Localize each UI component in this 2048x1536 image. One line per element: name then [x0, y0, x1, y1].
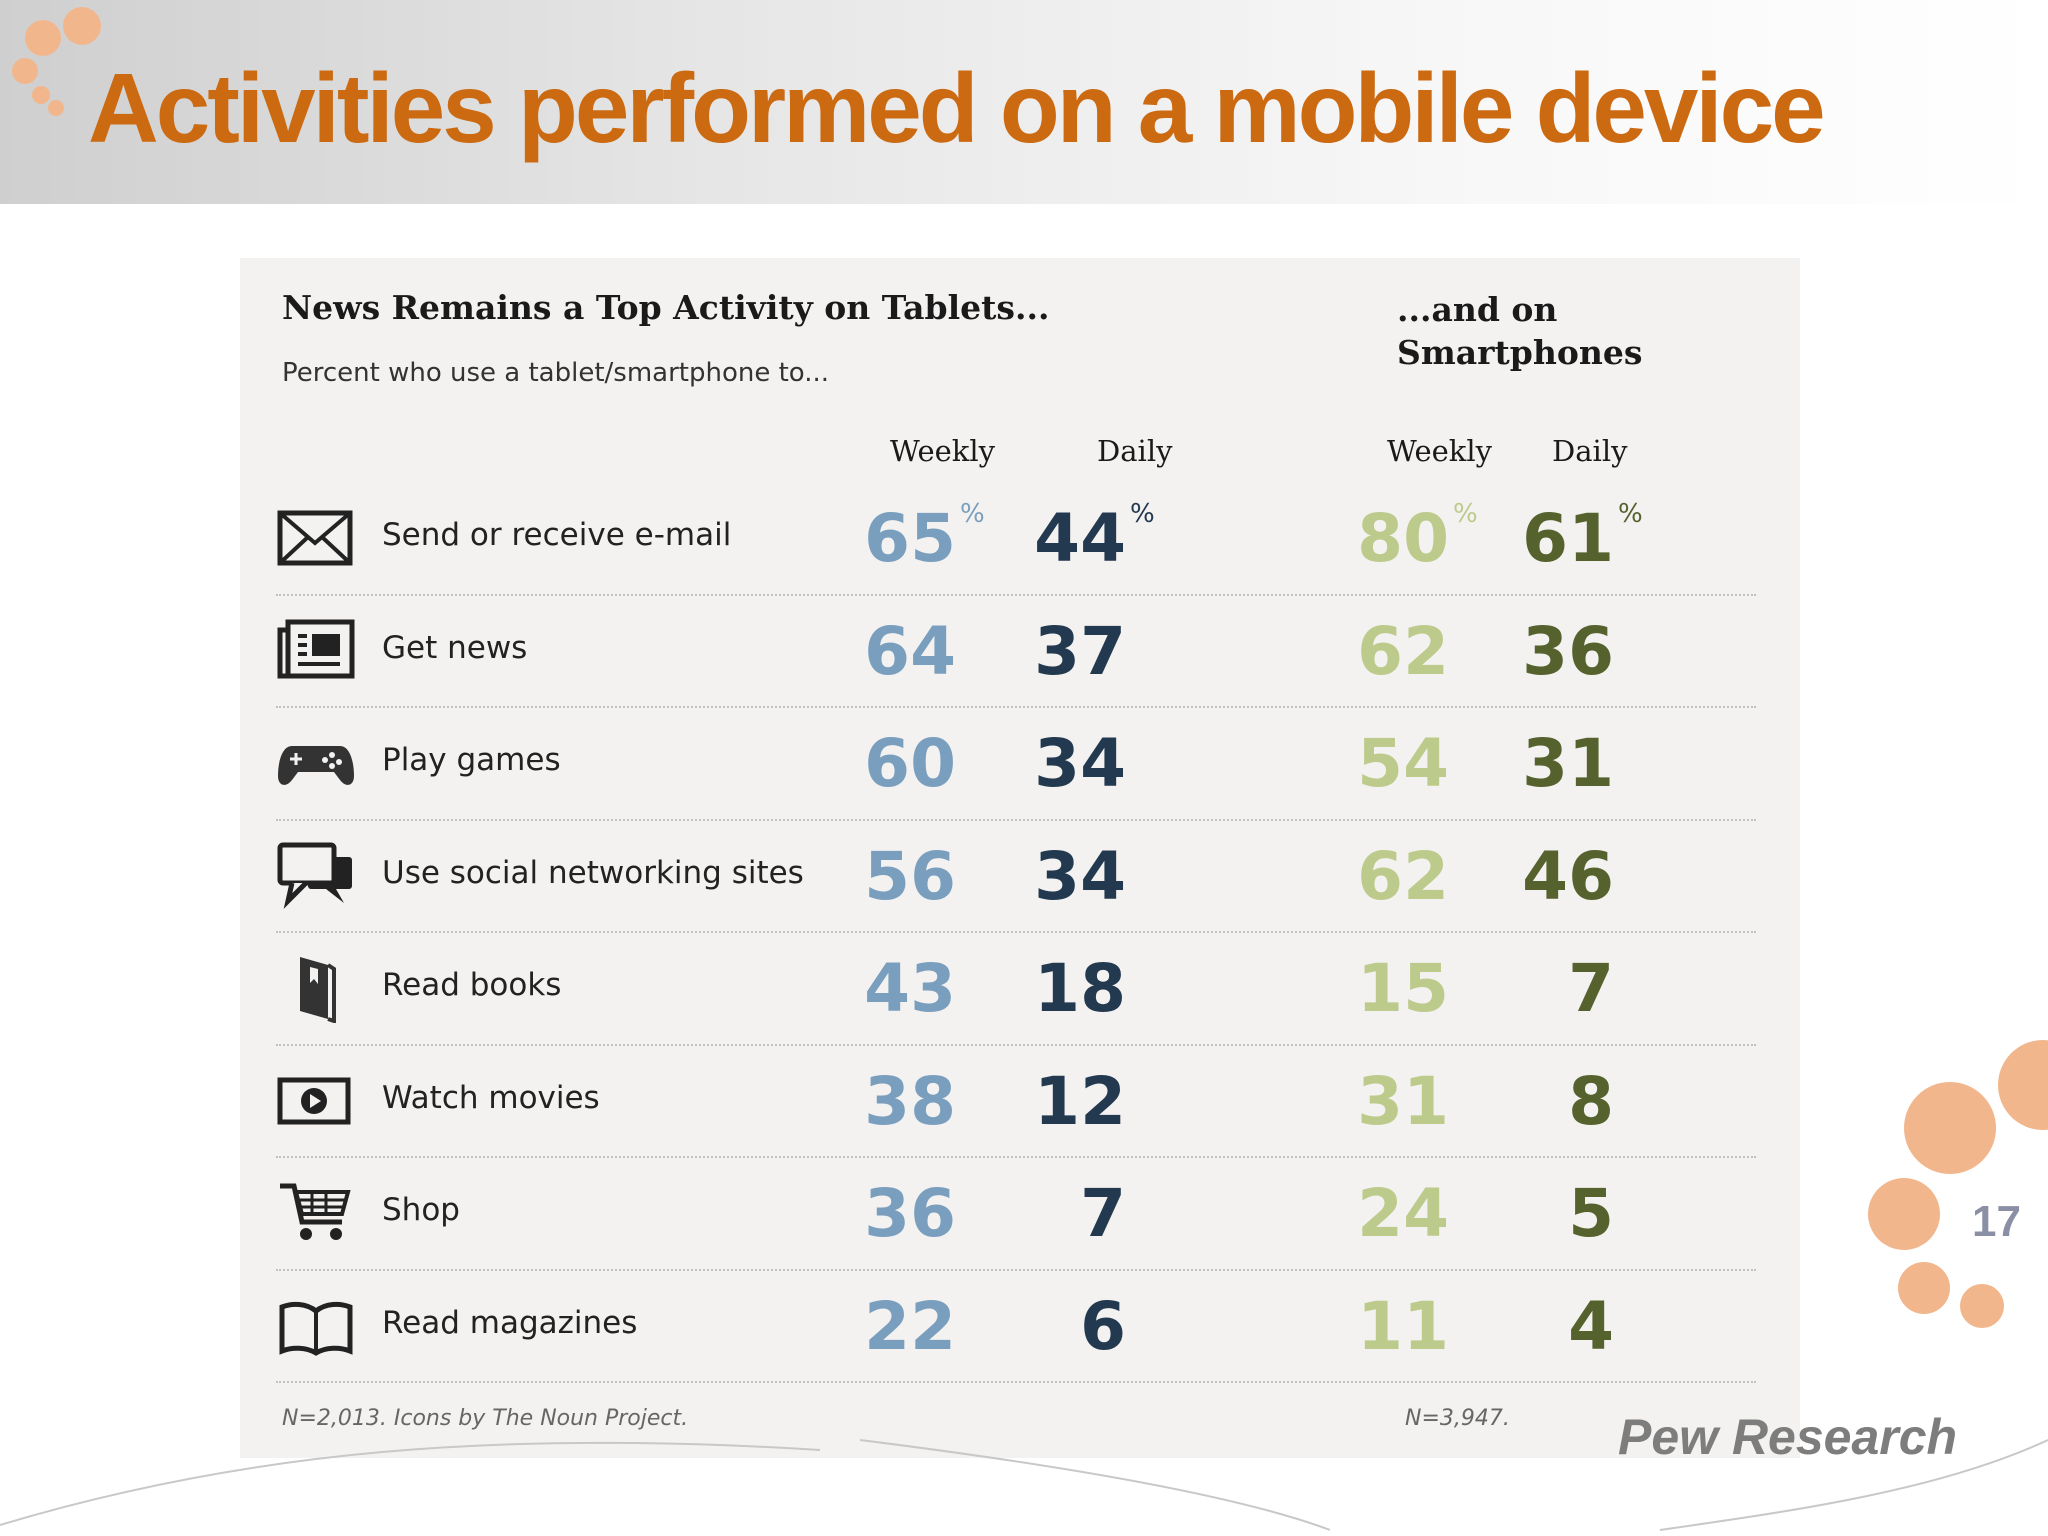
value-phone-daily: 61 — [1522, 500, 1614, 577]
value-tablet-daily: 18 — [1034, 950, 1126, 1027]
value-tablet-weekly: 65 — [864, 500, 956, 577]
value-phone-weekly: 62 — [1357, 612, 1449, 690]
smartphone-title: ...and on Smartphones — [1397, 290, 1643, 372]
chart-panel: News Remains a Top Activity on Tablets..… — [240, 258, 1800, 1458]
value-tablet-daily: 6 — [1080, 1287, 1126, 1365]
book-icon — [276, 953, 356, 1024]
chart-subtitle: Percent who use a tablet/smartphone to..… — [282, 358, 830, 388]
value-tablet-daily: 34 — [1034, 725, 1126, 802]
decor-dot — [1960, 1284, 2004, 1328]
value-tablet-weekly: 64 — [864, 612, 956, 690]
table-row: Play games 60 34 54 31 — [276, 708, 1756, 821]
page-number: 17 — [1972, 1197, 2021, 1246]
row-label: Read books — [382, 967, 562, 1003]
percent-sign: % — [1130, 499, 1155, 529]
table-row: Use social networking sites 56 34 62 46 — [276, 821, 1756, 933]
value-phone-daily: 31 — [1522, 725, 1614, 802]
value-phone-daily: 8 — [1568, 1062, 1614, 1140]
decor-swoosh — [0, 1439, 2048, 1531]
table-row: Shop 36 7 24 5 — [276, 1158, 1756, 1271]
value-tablet-daily: 44 — [1034, 500, 1126, 577]
value-phone-weekly: 80 — [1357, 500, 1449, 577]
sample-note-smartphone: N=3,947. — [1405, 1406, 1510, 1431]
col-header-tablet-weekly: Weekly — [890, 434, 995, 468]
value-phone-weekly: 24 — [1357, 1175, 1449, 1252]
value-phone-weekly: 62 — [1357, 837, 1449, 915]
sample-note-tablet: N=2,013. Icons by The Noun Project. — [282, 1406, 689, 1431]
slide-title: Activities performed on a mobile device — [88, 53, 1826, 163]
decor-dot — [1998, 1040, 2048, 1130]
decor-dot — [1868, 1178, 1940, 1250]
decor-dot — [1898, 1262, 1950, 1314]
row-label: Read magazines — [382, 1304, 638, 1341]
decor-dot — [25, 20, 61, 56]
value-tablet-daily: 7 — [1080, 1175, 1126, 1252]
value-tablet-daily: 12 — [1034, 1062, 1126, 1140]
open-magazine-icon — [276, 1291, 356, 1361]
row-label: Play games — [382, 742, 561, 778]
row-label: Use social networking sites — [382, 854, 804, 891]
value-tablet-weekly: 43 — [864, 950, 956, 1027]
value-phone-weekly: 15 — [1357, 950, 1449, 1027]
chart-title: News Remains a Top Activity on Tablets..… — [282, 288, 1050, 327]
newspaper-icon — [276, 616, 356, 686]
value-tablet-weekly: 22 — [864, 1287, 956, 1365]
value-phone-daily: 5 — [1568, 1175, 1614, 1252]
table-row: Watch movies 38 12 31 8 — [276, 1046, 1756, 1158]
value-phone-daily: 7 — [1568, 950, 1614, 1027]
col-header-phone-daily: Daily — [1552, 434, 1628, 468]
slide-header-band — [0, 0, 2048, 204]
table-row: Send or receive e-mail 65% 44% 80% 61% — [276, 483, 1756, 596]
value-tablet-weekly: 56 — [864, 837, 956, 915]
value-tablet-weekly: 38 — [864, 1062, 956, 1140]
decor-dot — [48, 100, 64, 116]
table-row: Get news 64 37 62 36 — [276, 596, 1756, 708]
envelope-icon — [276, 503, 356, 573]
row-label: Get news — [382, 629, 528, 666]
gamepad-icon — [276, 728, 356, 798]
percent-sign: % — [1618, 499, 1643, 529]
col-header-phone-weekly: Weekly — [1387, 434, 1492, 468]
value-phone-weekly: 11 — [1357, 1287, 1449, 1365]
table-row: Read books 43 18 15 7 — [276, 933, 1756, 1046]
decor-dot — [32, 86, 50, 104]
value-tablet-weekly: 36 — [864, 1175, 956, 1252]
decor-dot — [12, 58, 38, 84]
chat-bubbles-icon — [276, 841, 356, 911]
decor-dot — [63, 7, 101, 45]
video-play-icon — [276, 1066, 356, 1136]
col-header-tablet-daily: Daily — [1097, 434, 1173, 468]
value-phone-daily: 36 — [1522, 612, 1614, 690]
decor-dot — [1904, 1082, 1996, 1174]
percent-sign: % — [1453, 499, 1478, 529]
value-phone-weekly: 31 — [1357, 1062, 1449, 1140]
row-label: Send or receive e-mail — [382, 517, 732, 553]
value-tablet-weekly: 60 — [864, 725, 956, 802]
value-tablet-daily: 34 — [1034, 837, 1126, 915]
value-phone-weekly: 54 — [1357, 725, 1449, 802]
row-label: Shop — [382, 1192, 460, 1228]
data-table: Send or receive e-mail 65% 44% 80% 61% Get ne… — [276, 483, 1756, 1383]
row-label: Watch movies — [382, 1079, 600, 1116]
table-row: Read magazines 22 6 11 4 — [276, 1271, 1756, 1383]
percent-sign: % — [960, 499, 985, 529]
value-tablet-daily: 37 — [1034, 612, 1126, 690]
shopping-cart-icon — [276, 1178, 356, 1248]
value-phone-daily: 4 — [1568, 1287, 1614, 1365]
value-phone-daily: 46 — [1522, 837, 1614, 915]
source-label: Pew Research — [1618, 1409, 1958, 1465]
